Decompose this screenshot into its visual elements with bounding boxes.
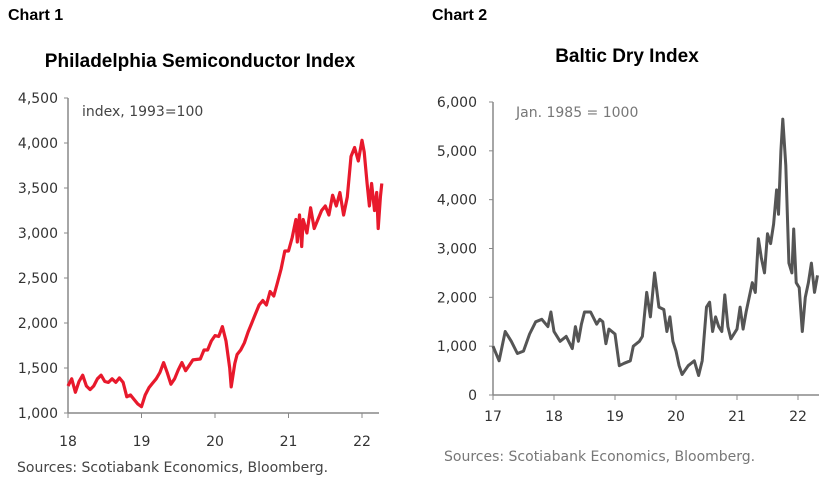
x-tick-label: 17 bbox=[484, 409, 502, 425]
chart1-annotation: index, 1993=100 bbox=[82, 104, 203, 120]
x-tick-label: 18 bbox=[59, 434, 77, 450]
y-tick-label: 0 bbox=[468, 388, 477, 404]
y-tick-label: 1,000 bbox=[437, 339, 477, 355]
y-tick-label: 5,000 bbox=[437, 144, 477, 160]
series-line bbox=[491, 117, 819, 377]
y-tick-label: 2,500 bbox=[18, 271, 58, 287]
x-tick-label: 20 bbox=[667, 409, 685, 425]
x-tick-label: 21 bbox=[728, 409, 746, 425]
y-tick-label: 2,000 bbox=[18, 316, 58, 332]
x-tick-label: 19 bbox=[606, 409, 624, 425]
x-tick-label: 22 bbox=[353, 434, 371, 450]
chart1-label: Chart 1 bbox=[8, 7, 63, 24]
chart1-plot: 1,000 1,500 2,000 2,500 3,000 3,500 4,000 4,500… bbox=[18, 91, 384, 450]
chart2-source: Sources: Scotiabank Economics, Bloomberg… bbox=[444, 449, 755, 465]
x-tick-label: 19 bbox=[133, 434, 151, 450]
chart2-annotation: Jan. 1985 = 1000 bbox=[515, 105, 638, 121]
series-line bbox=[66, 138, 384, 409]
y-tick-label: 3,500 bbox=[18, 181, 58, 197]
x-tick-label: 18 bbox=[545, 409, 563, 425]
x-tick-label: 21 bbox=[280, 434, 298, 450]
x-tick-label: 22 bbox=[789, 409, 807, 425]
y-tick-label: 4,000 bbox=[18, 136, 58, 152]
y-tick-label: 1,000 bbox=[18, 406, 58, 422]
chart2-label: Chart 2 bbox=[432, 7, 487, 24]
chart2-plot: 0 1,000 2,000 3,000 4,000 5,000 6,000 17 18 19 20 2… bbox=[437, 95, 819, 425]
y-tick-label: 3,000 bbox=[18, 226, 58, 242]
y-tick-label: 6,000 bbox=[437, 95, 477, 111]
y-tick-label: 3,000 bbox=[437, 242, 477, 258]
chart1-title: Philadelphia Semiconductor Index bbox=[45, 51, 356, 72]
y-tick-label: 1,500 bbox=[18, 361, 58, 377]
y-tick-label: 4,000 bbox=[437, 193, 477, 209]
chart2-title: Baltic Dry Index bbox=[555, 46, 699, 67]
x-tick-label: 20 bbox=[206, 434, 224, 450]
chart1-source: Sources: Scotiabank Economics, Bloomberg… bbox=[17, 460, 328, 476]
y-tick-label: 4,500 bbox=[18, 91, 58, 107]
y-tick-label: 2,000 bbox=[437, 290, 477, 306]
